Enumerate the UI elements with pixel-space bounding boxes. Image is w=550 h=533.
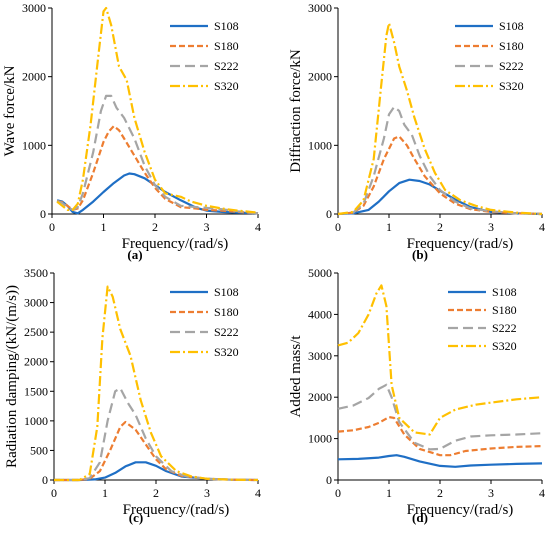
x-tick-label: 2 [437,220,443,234]
series-line-s108 [337,454,543,468]
series-line-s222 [337,383,543,451]
y-axis-label: Added mass/t [288,335,304,418]
y-tick-label: 2000 [22,70,46,84]
x-tick-label: 3 [204,220,210,234]
legend-label-s320: S320 [214,345,239,359]
legend-label-s180: S180 [214,39,239,53]
x-tick-label: 3 [488,220,494,234]
series-line-s180 [337,135,543,216]
legend-label-s108: S108 [214,19,239,33]
x-tick-label: 0 [51,486,57,500]
x-tick-label: 4 [255,486,261,500]
series-line-s180 [337,416,543,457]
x-tick-label: 1 [101,220,107,234]
legend-label-s320: S320 [214,79,239,93]
x-axis-label: Frequency/(rad/s) [122,236,229,252]
y-tick-label: 2500 [24,325,48,339]
x-tick-label: 3 [488,486,494,500]
y-tick-label: 3000 [308,349,332,363]
y-tick-label: 1000 [24,414,48,428]
y-tick-label: 0 [326,473,332,487]
y-tick-label: 1000 [308,138,332,152]
chart-panel-3: 0 1 2 3 4 0 500 1000 1500 2000 2500 3000 3500 S108 S18… [4,266,261,525]
series-line-s222 [54,387,259,482]
series-line-s320 [337,22,543,216]
y-axis-label: Wave force/kN [2,65,18,156]
legend-label-s108: S108 [214,285,239,299]
x-tick-label: 4 [255,220,261,234]
x-tick-label: 4 [539,486,545,500]
legend-label-s180: S180 [214,305,239,319]
legend-label-s320: S320 [492,339,517,353]
legend-label-s108: S108 [492,285,517,299]
series-line-s320 [337,284,543,436]
y-axis-label: Radiation damping/(kN/(m/s)) [4,285,20,468]
legend-label-s180: S180 [492,303,517,317]
y-tick-label: 3000 [22,1,46,15]
legend-label-s222: S222 [492,321,517,335]
legend-label-s222: S222 [499,59,524,73]
y-tick-label: 2000 [24,355,48,369]
y-tick-label: 3000 [24,296,48,310]
series-line-s222 [337,105,543,216]
chart-panel-1: 0 1 2 3 4 0 1000 2000 3000 S108 S180 S222 S320 Freque… [2,1,261,262]
panel-label: (c) [129,510,143,525]
panel-label: (b) [412,247,428,262]
y-tick-label: 3000 [308,1,332,15]
x-axis-label: Frequency/(rad/s) [407,502,514,518]
x-tick-label: 1 [386,220,392,234]
x-tick-label: 2 [152,220,158,234]
y-tick-label: 4000 [308,307,332,321]
y-tick-label: 5000 [308,266,332,280]
y-tick-label: 0 [40,207,46,221]
y-tick-label: 1000 [308,432,332,446]
panel-label: (d) [412,510,428,525]
legend-label-s222: S222 [214,325,239,339]
legend-label-s222: S222 [214,59,239,73]
chart-panel-4: 0 1 2 3 4 0 1000 2000 3000 4000 5000 S108 S180 S222 S3… [288,266,545,525]
chart-panel-2: 0 1 2 3 4 0 1000 2000 3000 S108 S180 S222 S320 Freque… [288,1,545,262]
x-tick-label: 2 [437,486,443,500]
y-tick-label: 1500 [24,384,48,398]
legend-label-s108: S108 [499,19,524,33]
x-tick-label: 4 [539,220,545,234]
y-tick-label: 0 [326,207,332,221]
x-tick-label: 0 [49,220,55,234]
series-line-s320 [54,285,259,482]
x-tick-label: 2 [153,486,159,500]
y-tick-label: 2000 [308,70,332,84]
y-tick-label: 0 [42,473,48,487]
x-axis-label: Frequency/(rad/s) [123,502,230,518]
panel-label: (a) [127,247,142,262]
y-tick-label: 1000 [22,138,46,152]
legend-label-s320: S320 [499,79,524,93]
series-line-s320 [56,6,259,214]
legend-label-s180: S180 [499,39,524,53]
y-tick-label: 2000 [308,390,332,404]
x-tick-label: 0 [335,220,341,234]
series-line-s180 [56,125,259,215]
series-line-s180 [54,420,259,482]
y-tick-label: 500 [30,443,48,457]
x-tick-label: 1 [102,486,108,500]
y-axis-label: Diffraction force/kN [288,49,304,173]
x-axis-label: Frequency/(rad/s) [407,236,514,252]
x-tick-label: 3 [204,486,210,500]
x-tick-label: 0 [335,486,341,500]
x-tick-label: 1 [386,486,392,500]
y-tick-label: 3500 [24,266,48,280]
